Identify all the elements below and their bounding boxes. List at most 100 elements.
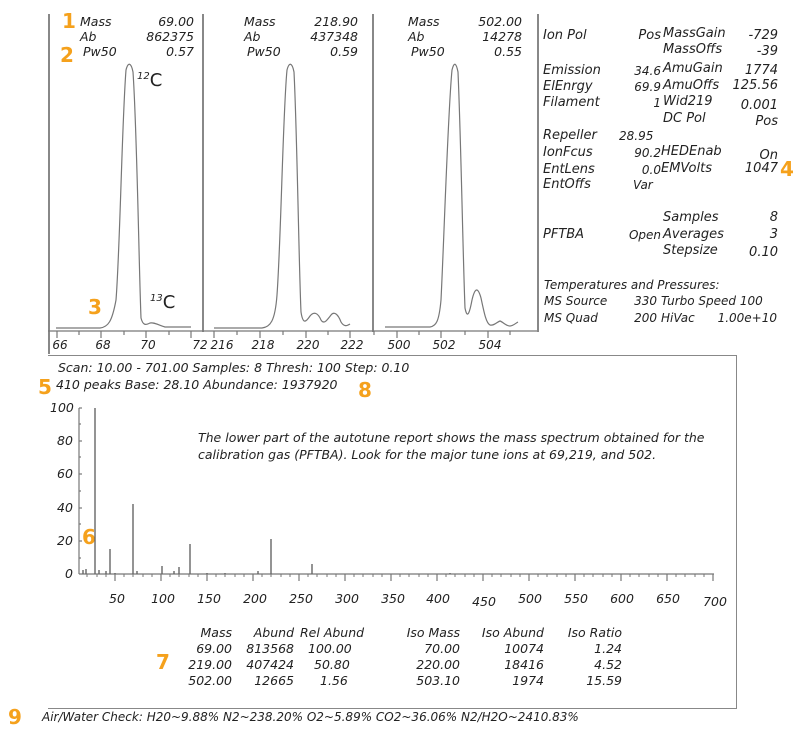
isotope-symbol: C [149,70,163,91]
marker-6: 6 [82,525,96,549]
marker-3: 3 [88,295,102,319]
scan-summary: 410 peaks Base: 28.10 Abundance: 1937920 [56,377,338,392]
tick-label: 504 [478,338,502,352]
tick-label: 502 [432,338,456,352]
param-value: Var [633,178,653,192]
temp-value: 200 [634,311,657,325]
ab-value: 862375 [146,29,194,44]
param-value: Pos [638,28,661,43]
pw50-value: 0.57 [166,44,194,59]
y-tick-label: 100 [50,400,74,415]
tick-label: 68 [95,338,111,352]
pw50-value: 0.59 [330,44,358,59]
column-header: Iso Mass [406,625,460,640]
x-tick-label: 400 [426,591,450,606]
y-tick-label: 60 [57,466,73,481]
marker-4: 4 [780,157,794,181]
param-key: Wid219 [663,94,713,109]
temp-value: 330 [634,294,657,308]
mass-value: 218.90 [314,14,358,29]
cell-mass: 502.00 [188,673,232,688]
param-value: 34.6 [634,64,661,78]
pw50-label: Pw50 [411,44,445,59]
param-key: Stepsize [663,243,718,258]
param-key: Averages [663,227,724,242]
column-header: Iso Abund [481,625,544,640]
param-key: EntOffs [543,177,591,192]
param-key: Emission [543,63,601,78]
param-key: Filament [543,95,600,110]
temp-key: MS Source [544,294,608,308]
profile-divider-1 [202,14,204,332]
scan-parameters: Scan: 10.00 - 701.00 Samples: 8 Thresh: … [58,360,410,375]
y-tick-label: 80 [57,433,73,448]
param-value: Open [628,228,661,242]
cell-iso-mass: 503.10 [416,673,460,688]
temp-value-2: 100 [739,294,763,308]
cell-iso-mass: 220.00 [416,657,460,672]
air-water-check: Air/Water Check: H20~9.88% N2~238.20% O2… [42,710,579,724]
tick-label: 70 [140,338,156,352]
profile-3-header: Mass 502.00 Ab 14278 Pw50 0.55 [408,14,522,59]
ab-value: 437348 [310,29,358,44]
annotation-note: The lower part of the autotune report sh… [198,430,705,462]
param-key: AmuOffs [663,78,720,93]
x-tick-label: 200 [243,591,267,606]
mass-label: Mass [244,14,276,29]
marker-1: 1 [62,9,76,33]
cell-iso-ratio: 1.24 [594,641,622,656]
temps-title: Temperatures and Pressures: [544,278,720,292]
cell-iso-abund: 1974 [512,673,544,688]
param-key: MassOffs [663,42,723,57]
x-tick-label: 300 [335,591,359,606]
x-tick-label: 650 [656,591,680,606]
y-tick-label: 40 [57,500,73,515]
param-key: Ion Pol [543,28,587,43]
cell-mass: 219.00 [188,657,232,672]
cell-iso-mass: 70.00 [424,641,460,656]
param-key: DC Pol [663,111,706,126]
param-value: 125.56 [732,78,779,93]
profile-1-header: Mass 69.00 Ab 862375 Pw50 0.57 [80,14,194,59]
tick-label: 222 [340,338,364,352]
profile-traces [48,63,537,338]
cell-rel-abund: 50.80 [314,657,350,672]
param-key: MassGain [663,26,726,41]
profile-2-header: Mass 218.90 Ab 437348 Pw50 0.59 [244,14,358,59]
x-tick-label: 250 [289,591,313,606]
ab-value: 14278 [482,29,522,44]
param-value: 1 [653,96,661,110]
param-key: ElEnrgy [543,79,593,94]
param-key: EntLens [543,162,595,177]
cell-iso-abund: 18416 [504,657,544,672]
tick-label: 66 [52,338,68,352]
profile-divider-2 [372,14,374,332]
tick-label: 216 [210,338,234,352]
cell-abund: 813568 [246,641,294,656]
c13-isotope-label: 13C [150,292,175,313]
spectrum-chart [78,407,714,581]
ab-label: Ab [408,29,425,44]
cell-rel-abund: 1.56 [320,673,348,688]
marker-9: 9 [8,705,22,729]
cell-abund: 12665 [254,673,294,688]
param-key: AmuGain [663,61,723,76]
table-header-row: Mass Abund Rel Abund Iso Mass Iso Abund … [180,625,622,641]
temp-key-2: HiVac [661,311,695,325]
mass-value: 69.00 [158,14,194,29]
column-header: Abund [253,625,294,640]
cell-abund: 407424 [246,657,294,672]
param-value: 69.9 [634,80,661,94]
param-value: -729 [748,28,778,43]
pw50-value: 0.55 [494,44,522,59]
temp-key-2: Turbo Speed [661,294,737,308]
param-value: 1047 [744,161,778,176]
mass-label: Mass [408,14,440,29]
table-row: 502.00 12665 1.56 503.10 1974 15.59 [180,673,622,689]
param-key: PFTBA [543,227,585,242]
cell-iso-abund: 10074 [504,641,544,656]
param-value: 0.10 [749,245,778,260]
isotope-mass: 13 [150,293,163,304]
cell-iso-ratio: 4.52 [594,657,622,672]
column-header: Mass [200,625,232,640]
